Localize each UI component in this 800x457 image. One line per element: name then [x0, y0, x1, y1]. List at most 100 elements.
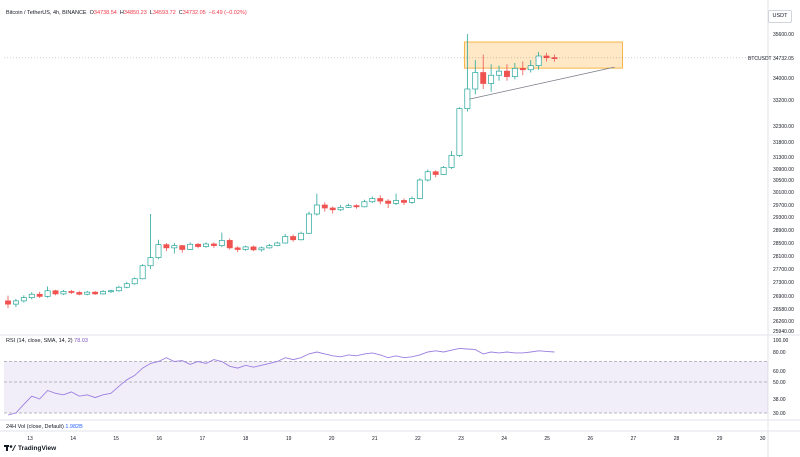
- candle: [274, 241, 281, 247]
- resistance-zone-layer: [463, 41, 623, 69]
- resistance-zone: [463, 41, 623, 69]
- candle-body: [210, 243, 217, 246]
- price-badge-layer: BTCUSDT 34732.05: [4, 56, 794, 62]
- rsi-tick-label: 50.00: [773, 380, 786, 386]
- price-tick-label: 34000.00: [773, 76, 794, 82]
- candle: [543, 52, 550, 62]
- candle-body: [337, 207, 344, 211]
- candle: [488, 64, 495, 92]
- candle: [321, 202, 328, 212]
- candle: [361, 199, 368, 208]
- candle-body: [250, 246, 257, 251]
- candle: [313, 193, 320, 216]
- ohlc-low: L34593.72: [149, 10, 176, 16]
- candle: [226, 238, 233, 250]
- candle-body: [100, 291, 106, 295]
- candle-body: [472, 72, 479, 90]
- ohlc-high: H34850.23: [119, 10, 147, 16]
- candle: [401, 198, 407, 205]
- ohlc-open: O34738.54: [89, 10, 117, 16]
- candle-body: [298, 232, 304, 241]
- price-tick-label: 28500.00: [773, 241, 794, 247]
- candle: [52, 289, 59, 296]
- candle: [234, 246, 241, 253]
- candle: [290, 234, 297, 242]
- rsi-band: [4, 361, 768, 413]
- time-tick-label: 26: [588, 436, 594, 442]
- candle-body: [282, 236, 289, 244]
- candle-body: [163, 244, 170, 249]
- price-tick-label: 31800.00: [773, 140, 794, 146]
- candle-series: [5, 34, 558, 309]
- time-tick-label: 25: [544, 436, 550, 442]
- volume-legend[interactable]: 24H Vol (close, Default) 1.982B: [6, 424, 83, 430]
- time-tick-label: 14: [70, 436, 76, 442]
- candle: [345, 203, 352, 208]
- candle-body: [218, 240, 225, 246]
- currency-button[interactable]: USDT: [768, 10, 792, 23]
- symbol-title: Bitcoin / TetherUS, 4h, BINANCE: [6, 10, 87, 16]
- candle-body: [519, 68, 526, 71]
- time-axis: 13 14 15 16 17 18 19 20 21 22 23 24 25 26 27 28 29 30: [27, 436, 765, 442]
- candle: [12, 298, 19, 307]
- candle-body: [424, 171, 431, 181]
- candle-body: [258, 247, 265, 251]
- trend-line-layer: [469, 66, 615, 100]
- candle-body: [511, 68, 518, 77]
- candle: [353, 204, 360, 209]
- symbol-legend[interactable]: Bitcoin / TetherUS, 4h, BINANCE O34738.5…: [6, 10, 247, 16]
- tradingview-logo[interactable]: TradingView: [4, 444, 56, 452]
- candle-body: [147, 257, 154, 267]
- rsi-legend[interactable]: RSI (14, close, SMA, 14, 2) 78.03: [6, 338, 88, 344]
- candle-body: [321, 204, 328, 209]
- candle-body: [242, 246, 249, 250]
- candle-body: [393, 200, 400, 204]
- candle: [329, 206, 336, 214]
- candle: [203, 242, 209, 248]
- candle: [100, 290, 106, 295]
- candle-body: [131, 278, 138, 285]
- price-tick-label: 28100.00: [773, 254, 794, 260]
- candle-body: [432, 171, 439, 175]
- candle: [123, 282, 130, 289]
- price-badge-value: 34732.05: [773, 56, 794, 62]
- rsi-tick-label: 80.00: [773, 350, 786, 356]
- rsi-legend-value: 78.03: [74, 338, 88, 344]
- volume-legend-label: 24H Vol (close, Default): [6, 424, 64, 430]
- time-tick-label: 23: [458, 436, 464, 442]
- candle: [20, 295, 27, 303]
- candle-body: [527, 65, 534, 71]
- time-tick-label: 27: [631, 436, 637, 442]
- tradingview-logo-text: TradingView: [18, 444, 57, 452]
- time-tick-label: 30: [760, 436, 766, 442]
- time-tick-label: 28: [674, 436, 680, 442]
- rsi-tick-label: 100.00: [773, 338, 789, 344]
- candle-body: [543, 55, 550, 58]
- candle-body: [20, 297, 27, 302]
- price-axis: 35600.00 34000.00 33200.00 32300.00 31800.00…: [773, 32, 794, 335]
- candle-body: [12, 300, 19, 305]
- time-tick-label: 18: [243, 436, 249, 442]
- candle: [393, 193, 400, 205]
- candle: [424, 169, 431, 182]
- rsi-tick-label: 60.00: [773, 369, 786, 375]
- candle-body: [115, 286, 122, 292]
- candle-body: [480, 72, 487, 84]
- candle: [187, 242, 194, 251]
- candle-body: [353, 205, 360, 208]
- candle-body: [464, 88, 471, 110]
- rsi-tick-label: 38.00: [773, 397, 786, 403]
- candle-body: [345, 205, 352, 208]
- candle: [377, 195, 384, 205]
- price-tick-label: 30500.00: [773, 178, 794, 184]
- candle: [535, 51, 542, 70]
- candle-body: [496, 70, 502, 76]
- candle-body: [306, 213, 312, 234]
- candle: [115, 285, 122, 292]
- candle: [60, 290, 67, 295]
- candle: [432, 170, 439, 178]
- candle-body: [179, 245, 186, 250]
- ohlc-change: −6.49 (−0.02%): [208, 10, 247, 16]
- candle-body: [44, 290, 51, 297]
